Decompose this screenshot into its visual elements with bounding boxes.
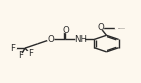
Circle shape <box>115 25 125 31</box>
Circle shape <box>76 37 84 42</box>
Text: —: — <box>118 25 125 31</box>
Circle shape <box>48 38 54 41</box>
Circle shape <box>8 46 16 50</box>
Text: —: — <box>119 25 129 31</box>
Circle shape <box>63 29 69 33</box>
Text: F: F <box>10 44 15 53</box>
Text: F: F <box>18 51 23 61</box>
Text: F: F <box>28 49 33 58</box>
Text: NH: NH <box>74 35 87 44</box>
Text: O: O <box>63 26 70 35</box>
Text: O: O <box>47 35 54 44</box>
Circle shape <box>16 54 24 58</box>
Text: O: O <box>97 23 104 32</box>
Circle shape <box>97 26 104 30</box>
Circle shape <box>26 51 34 56</box>
